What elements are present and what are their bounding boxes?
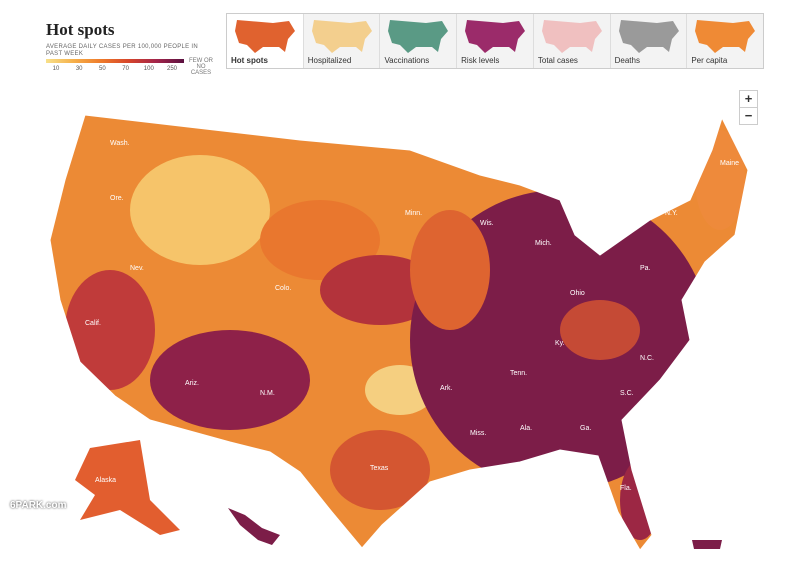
- hawaii: [228, 508, 280, 545]
- tab-thumbnail: [388, 20, 449, 53]
- state-label: Mich.: [535, 240, 552, 247]
- tab[interactable]: Per capita: [687, 14, 763, 68]
- tab-thumbnail: [541, 20, 602, 53]
- legend-tick: 70: [122, 66, 129, 72]
- state-label: Ark.: [440, 385, 453, 392]
- tab[interactable]: Vaccinations: [380, 14, 458, 68]
- state-label: Ky.: [555, 340, 565, 347]
- outline: [49, 114, 749, 551]
- legend-no-cases: FEW OR NO CASES: [189, 58, 213, 76]
- legend-tick: 50: [99, 66, 106, 72]
- state-label: Alaska: [95, 477, 116, 484]
- tab-thumbnail: [311, 20, 372, 53]
- tab-thumbnail: [618, 20, 679, 53]
- state-label: Wis.: [480, 220, 494, 227]
- puerto-rico: [692, 540, 722, 549]
- state-label: Fla.: [620, 485, 632, 492]
- state-label: S.C.: [620, 390, 634, 397]
- legend-tick: 100: [143, 66, 154, 72]
- tab[interactable]: Deaths: [611, 14, 688, 68]
- tab-label: Risk levels: [461, 56, 500, 65]
- title: Hot spots: [46, 20, 115, 39]
- state-label: Ariz.: [185, 380, 199, 387]
- state-label: Ga.: [580, 425, 591, 432]
- tab-thumbnail: [465, 20, 526, 53]
- state-label: Colo.: [275, 285, 291, 292]
- tab-label: Total cases: [537, 56, 578, 65]
- state-labels: Wash. Ore. Calif. Nev. Ariz. N.M. Colo. Texas Mi…: [85, 140, 739, 492]
- tab[interactable]: Hot spots: [227, 14, 304, 68]
- state-label: Ohio: [570, 290, 585, 297]
- legend-caption: AVERAGE DAILY CASES PER 100,000 PEOPLE I…: [46, 44, 199, 57]
- tab-label: Vaccinations: [384, 56, 430, 65]
- state-label: Nev.: [130, 265, 144, 272]
- legend-tick: 30: [75, 66, 83, 72]
- tab-label: Per capita: [691, 56, 728, 65]
- legend-ramp: [46, 59, 184, 63]
- state-label: N.Y.: [665, 210, 678, 217]
- alaska: [75, 440, 180, 535]
- watermark: 6PARK.com: [10, 500, 67, 511]
- state-label: Texas: [370, 465, 389, 472]
- tab[interactable]: Risk levels: [457, 14, 534, 68]
- state-label: N.M.: [260, 390, 275, 397]
- tab-thumbnail: [235, 20, 295, 53]
- state-label: Minn.: [405, 210, 422, 217]
- legend-tick: 10: [52, 66, 60, 72]
- state-label: Maine: [720, 160, 739, 167]
- state-label: Wash.: [110, 140, 130, 147]
- state-label: Pa.: [640, 265, 651, 272]
- tab[interactable]: Hospitalized: [304, 14, 381, 68]
- state-label: Calif.: [85, 320, 101, 327]
- state-label: Miss.: [470, 430, 486, 437]
- legend-tick: 250: [166, 66, 178, 72]
- tab-label: Hospitalized: [307, 56, 352, 65]
- state-label: Ore.: [110, 195, 124, 202]
- tab-label: Hot spots: [231, 56, 268, 65]
- state-label: N.C.: [640, 355, 654, 362]
- tab-bar: Hot spots Hospitalized Vaccinations Risk le…: [226, 13, 764, 69]
- state-label: Ala.: [520, 425, 532, 432]
- zoom-out[interactable]: −: [739, 107, 758, 125]
- tab-thumbnail: [695, 20, 756, 53]
- tab[interactable]: Total cases: [534, 14, 611, 68]
- state-label: Tenn.: [510, 370, 527, 377]
- legend-ticks: 10 30 50 70 100 250: [46, 66, 186, 74]
- tab-label: Deaths: [614, 56, 640, 65]
